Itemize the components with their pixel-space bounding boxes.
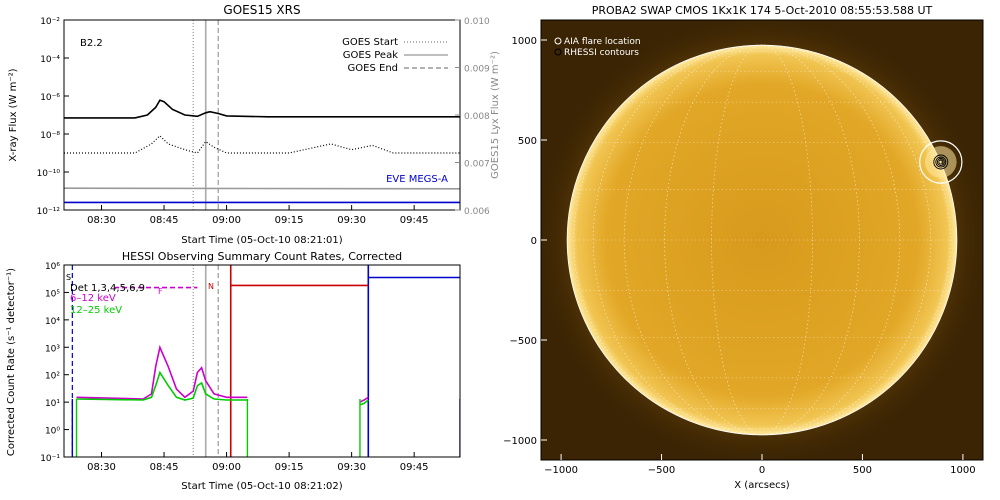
- goes-x-axis-label: Start Time (05-Oct-10 08:21:01): [181, 235, 342, 246]
- rhessi-contour-2: [936, 158, 945, 166]
- img-y-tick-label-1: −500: [510, 336, 537, 347]
- y-tick-label-1-1: 10⁰: [45, 427, 60, 437]
- x-tick-label-0-4: 09:30: [337, 215, 366, 226]
- goes-y-axis-label-right: GOES15 Lyx Flux (W m⁻²): [490, 51, 501, 179]
- hessi-x-axis-label: Start Time (05-Oct-10 08:21:02): [181, 481, 342, 492]
- series-line-1-6: [359, 399, 369, 406]
- x-tick-label-0-2: 09:00: [212, 215, 241, 226]
- rhessi-contour-3: [938, 159, 944, 165]
- y-right-tick-label-3: 0.009: [464, 65, 490, 75]
- goes-title: GOES15 XRS: [223, 3, 300, 17]
- x-tick-label-0-0: 08:30: [87, 215, 116, 226]
- hessi-axes: 08:30 08:45 09:00 09:15 09:30 09:45 10⁻¹ 10⁰ 10¹…: [40, 262, 428, 473]
- goes-y-axis-label: X-ray Flux (W m⁻²): [8, 68, 19, 161]
- y-tick-label-0-5: 10⁻²: [40, 17, 60, 27]
- img-x-tick-label-2: 0: [759, 465, 765, 476]
- x-tick-label-0-1: 08:45: [150, 215, 179, 226]
- heliographic-grid: [567, 44, 957, 436]
- img-x-tick-label-1: −500: [648, 465, 675, 476]
- goes-legend: GOES Start GOES Peak GOES End: [342, 37, 448, 74]
- y-right-tick-label-2: 0.008: [464, 112, 490, 122]
- x-tick-label-1-4: 09:30: [337, 462, 366, 473]
- img-y-tick-label-3: 500: [518, 136, 537, 147]
- x-tick-label-0-3: 09:15: [275, 215, 304, 226]
- series-line-1-5: [359, 396, 369, 403]
- series-line-0-0: [64, 99, 460, 119]
- hessi-title: HESSI Observing Summary Count Rates, Cor…: [122, 250, 402, 263]
- swap-axes: −1000 −1000 −500 −500 0 0 500 500 1000 1000: [503, 36, 975, 476]
- rhessi-contour-0: [933, 154, 949, 170]
- sun-disk: [567, 45, 957, 435]
- hessi-annotation-f: F: [158, 287, 163, 296]
- hessi-legend-det: Det 1,3,4,5,6,9: [70, 283, 145, 294]
- goes-axes: 08:30 08:45 09:00 09:15 09:30 09:45 10⁻¹² 10⁻¹⁰…: [37, 17, 490, 226]
- flare-glow: [924, 146, 957, 178]
- goes-legend-label-1: GOES Peak: [343, 50, 398, 61]
- x-tick-label-1-2: 09:00: [212, 462, 241, 473]
- grid-longitude: [711, 44, 813, 436]
- grid-longitude: [623, 44, 901, 436]
- swap-title: PROBA2 SWAP CMOS 1Kx1K 174 5-Oct-2010 08…: [592, 4, 933, 17]
- hessi-annotation-s: S: [66, 273, 71, 282]
- series-line-1-0: [76, 344, 248, 400]
- y-tick-label-1-7: 10⁶: [45, 262, 60, 272]
- img-y-tick-label-0: −1000: [503, 436, 537, 447]
- swap-x-axis-label: X (arcsecs): [734, 480, 790, 491]
- swap-legend-rhessi-marker: [554, 48, 562, 56]
- goes-plot-area: [64, 20, 460, 210]
- y-tick-label-1-3: 10²: [45, 372, 60, 382]
- y-tick-label-0-0: 10⁻¹²: [37, 207, 61, 217]
- goes-legend-label-0: GOES Start: [342, 37, 398, 48]
- hessi-y-axis-label: Corrected Count Rate (s⁻¹ detector⁻¹): [6, 268, 17, 456]
- x-tick-label-1-3: 09:15: [275, 462, 304, 473]
- series-line-0-1: [64, 134, 460, 154]
- swap-image-area: [541, 20, 983, 460]
- hessi-plot-area: [71, 265, 460, 457]
- series-line-1-1: [76, 370, 248, 401]
- goes-class-label: B2.2: [80, 38, 103, 49]
- x-tick-label-1-5: 09:45: [400, 462, 429, 473]
- img-x-tick-label-0: −1000: [544, 465, 578, 476]
- img-x-tick-label-3: 500: [853, 465, 872, 476]
- hessi-legend-6-12: 6–12 keV: [70, 293, 116, 304]
- y-tick-label-1-6: 10⁵: [45, 289, 60, 299]
- x-tick-label-1-0: 08:30: [87, 462, 116, 473]
- swap-legend-rhessi: RHESSI contours: [564, 48, 639, 58]
- img-x-tick-label-4: 1000: [950, 465, 975, 476]
- x-tick-label-1-1: 08:45: [150, 462, 179, 473]
- y-tick-label-1-0: 10⁻¹: [40, 454, 60, 464]
- y-right-tick-label-1: 0.007: [464, 160, 490, 170]
- hessi-legend-12-25: 12–25 keV: [70, 305, 122, 316]
- grid-longitude: [664, 44, 860, 436]
- aia-flare-circle: [919, 140, 963, 184]
- img-y-tick-label-2: 0: [531, 236, 537, 247]
- swap-legend-aia: AIA flare location: [564, 37, 641, 47]
- y-tick-label-1-2: 10¹: [45, 399, 60, 409]
- series-line-0-2: [64, 187, 460, 190]
- x-tick-label-0-5: 09:45: [400, 215, 429, 226]
- hessi-panel: HESSI Observing Summary Count Rates, Cor…: [6, 250, 461, 492]
- y-tick-label-1-5: 10⁴: [45, 317, 60, 327]
- y-tick-label-0-1: 10⁻¹⁰: [37, 169, 61, 179]
- img-y-tick-label-4: 1000: [512, 36, 537, 47]
- solar-limb: [566, 44, 958, 436]
- y-tick-label-0-4: 10⁻⁴: [40, 55, 60, 65]
- grid-longitude: [592, 44, 932, 436]
- goes-legend-label-2: GOES End: [348, 63, 398, 74]
- y-tick-label-0-3: 10⁻⁶: [40, 93, 60, 103]
- swap-legend-aia-marker: [554, 37, 562, 45]
- goes-eve-label: EVE MEGS-A: [386, 174, 448, 185]
- hessi-plot-frame: [63, 264, 461, 458]
- goes-xrs-panel: GOES15 XRS 08:30 08:45 09:00 09:15 09:30 09:4…: [8, 3, 501, 246]
- y-right-tick-label-0: 0.006: [464, 207, 490, 217]
- hessi-annotation-n: N: [208, 282, 214, 291]
- swap-image-panel: PROBA2 SWAP CMOS 1Kx1K 174 5-Oct-2010 08…: [503, 4, 984, 491]
- rhessi-contour-1: [935, 156, 947, 168]
- y-right-tick-label-4: 0.010: [464, 17, 490, 27]
- y-tick-label-1-4: 10³: [45, 344, 60, 354]
- y-tick-label-0-2: 10⁻⁸: [40, 131, 60, 141]
